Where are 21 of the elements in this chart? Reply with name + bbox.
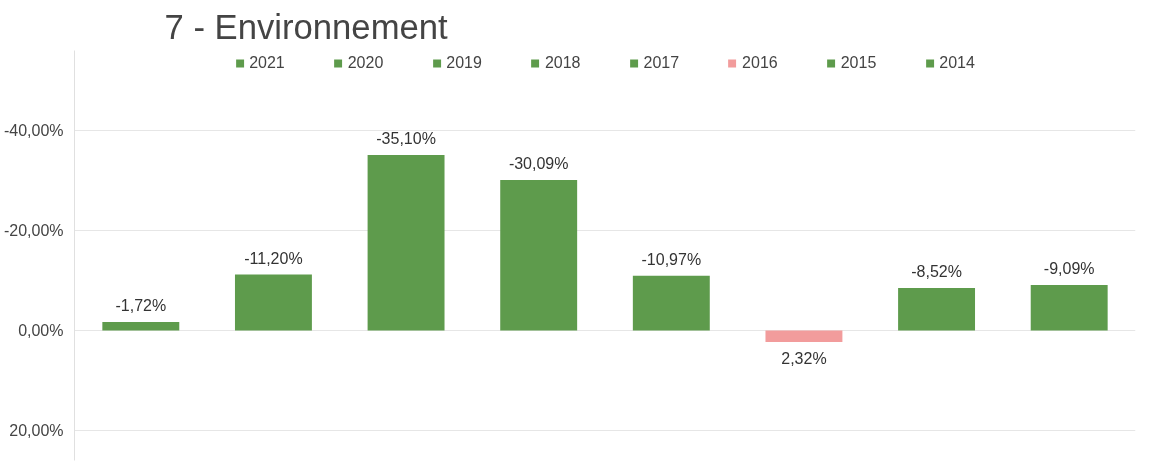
- y-tick-label: 20,00%: [9, 422, 64, 439]
- chart-title: 7 - Environnement: [164, 7, 449, 46]
- data-label: -9,09%: [1043, 260, 1095, 278]
- legend-label: 2017: [643, 54, 680, 72]
- y-tick-label: -20,00%: [3, 222, 64, 239]
- legend-label: 2020: [347, 54, 384, 72]
- legend-label: 2019: [446, 54, 482, 72]
- legend-label: 2014: [939, 54, 975, 72]
- legend-label: 2015: [840, 54, 877, 72]
- data-label: -35,10%: [376, 130, 436, 147]
- y-tick-label: 0,00%: [18, 322, 64, 339]
- legend-label: 2018: [544, 54, 581, 72]
- data-label: -10,97%: [641, 250, 702, 268]
- data-label: -11,20%: [244, 249, 303, 267]
- y-tick-label: -40,00%: [3, 122, 64, 139]
- legend-label: 2016: [742, 54, 778, 72]
- data-label: 2,32%: [781, 350, 827, 368]
- legend-label: 2021: [249, 54, 285, 72]
- data-label: -1,72%: [115, 296, 167, 314]
- data-label: -8,52%: [911, 262, 962, 280]
- data-label: -30,09%: [508, 155, 569, 173]
